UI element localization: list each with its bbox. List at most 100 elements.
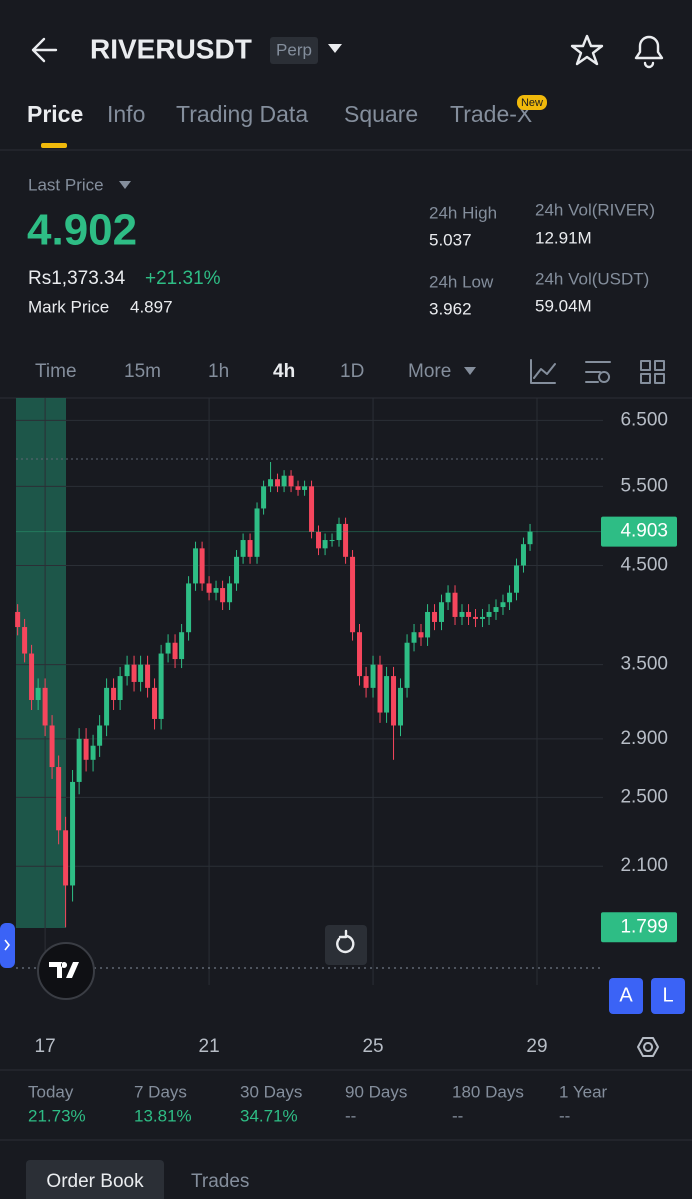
- candle-body: [186, 583, 192, 633]
- candle-body: [322, 540, 328, 549]
- y-tick-label: 2.900: [620, 728, 668, 749]
- candle-body: [199, 548, 205, 584]
- stat-label: 24h High: [429, 203, 497, 222]
- interval[interactable]: 1D: [340, 361, 364, 382]
- candle-body: [295, 486, 301, 490]
- candle-body: [152, 687, 158, 719]
- perf-label: 7 Days: [134, 1082, 187, 1101]
- candle-body: [411, 632, 417, 643]
- layout-button[interactable]: [640, 360, 665, 384]
- candle-body: [288, 475, 294, 487]
- stat-value: 12.91M: [535, 228, 592, 247]
- bottom-tab[interactable]: Trades: [191, 1171, 249, 1192]
- tab[interactable]: Trading Data: [176, 101, 308, 127]
- candle-body: [493, 607, 499, 612]
- interval[interactable]: 4h: [273, 361, 295, 382]
- candle-body: [35, 687, 41, 701]
- low-tag: [601, 912, 677, 943]
- new-badge: New: [521, 97, 543, 109]
- badge-bg: [270, 37, 318, 64]
- settings-button[interactable]: [585, 361, 611, 383]
- symbol[interactable]: RIVERUSDT: [90, 33, 252, 64]
- x-tick-label: 29: [526, 1036, 547, 1057]
- candle-body: [384, 676, 390, 713]
- stat-label: 24h Vol(RIVER): [535, 200, 655, 219]
- candle-body: [104, 687, 110, 726]
- tab[interactable]: Square: [344, 101, 418, 127]
- perf-value: 34.71%: [240, 1106, 298, 1125]
- plot: 2.100 2.500 2.900 3.500 4.500 5.500 6.500 17 21 2…: [15, 398, 677, 1057]
- y-tick-label: 6.500: [620, 409, 668, 430]
- perf-value: 21.73%: [28, 1106, 86, 1125]
- candle-body: [336, 523, 342, 541]
- favorite-button[interactable]: [570, 34, 604, 66]
- candle-body: [343, 523, 349, 557]
- y-tick-label: 2.100: [620, 855, 668, 876]
- candle-body: [227, 583, 233, 603]
- candle-body: [404, 642, 410, 688]
- candle-body: [117, 676, 123, 701]
- candle-body: [240, 540, 246, 557]
- candle-body: [473, 616, 479, 619]
- l-button[interactable]: [651, 978, 685, 1014]
- dropdown[interactable]: [464, 367, 476, 375]
- stat-label: 24h Vol(USDT): [535, 269, 649, 288]
- candle-body: [363, 676, 369, 688]
- a-button[interactable]: [609, 978, 643, 1014]
- tab[interactable]: Info: [107, 101, 145, 127]
- candle-body: [391, 676, 397, 726]
- indicator-button[interactable]: [530, 359, 556, 384]
- candle-body: [275, 479, 281, 487]
- l-button-label: L: [662, 984, 673, 1006]
- interval[interactable]: 1h: [208, 361, 229, 382]
- perp-badge: Perp: [276, 40, 312, 59]
- candle-body: [398, 687, 404, 726]
- candle-body: [63, 830, 69, 886]
- candle-body: [261, 486, 267, 509]
- candle-body: [254, 508, 260, 557]
- candle-body: [329, 540, 335, 542]
- candle-body: [350, 556, 356, 633]
- candle-body: [500, 602, 506, 608]
- candle-body: [507, 592, 513, 603]
- candle-body: [42, 687, 48, 726]
- reset-icon: [336, 929, 355, 954]
- candle-body: [70, 781, 76, 886]
- reset-button[interactable]: [325, 925, 367, 965]
- perf-label: 90 Days: [345, 1082, 407, 1101]
- stat-value: 59.04M: [535, 296, 592, 315]
- candle-body: [479, 616, 485, 619]
- dropdown[interactable]: [119, 181, 131, 189]
- interval[interactable]: More: [408, 361, 451, 382]
- symbol-dropdown[interactable]: [328, 44, 342, 53]
- candle-body: [29, 653, 35, 701]
- stat-value: 3.962: [429, 299, 472, 318]
- interval[interactable]: 15m: [124, 361, 161, 382]
- back-button[interactable]: [31, 37, 58, 63]
- candle-body: [111, 687, 117, 701]
- tradingview-logo[interactable]: [37, 942, 95, 1000]
- perf-label: 30 Days: [240, 1082, 302, 1101]
- side-panel-toggle[interactable]: [0, 923, 15, 968]
- candle-body: [22, 627, 28, 654]
- candle-body: [370, 664, 376, 688]
- a-button-label: A: [619, 984, 633, 1006]
- candle-body: [377, 664, 383, 713]
- candle-body: [172, 642, 178, 660]
- candle-body: [316, 531, 322, 549]
- y-tick-label: 4.500: [620, 555, 668, 576]
- last-price-label: Last Price: [28, 175, 104, 194]
- last-price-label: 4.903: [620, 521, 668, 542]
- candle-body: [124, 664, 130, 677]
- chart-settings[interactable]: [637, 1037, 659, 1057]
- candle-body: [281, 475, 287, 487]
- tab[interactable]: Price: [27, 101, 83, 127]
- candle-body: [49, 725, 55, 768]
- candle-body: [486, 611, 492, 617]
- bottom-tab[interactable]: Order Book: [46, 1171, 144, 1192]
- y-tick-label: 2.500: [620, 786, 668, 807]
- interval[interactable]: Time: [35, 361, 77, 382]
- alert-button[interactable]: [634, 35, 664, 69]
- perf-value: --: [345, 1106, 356, 1125]
